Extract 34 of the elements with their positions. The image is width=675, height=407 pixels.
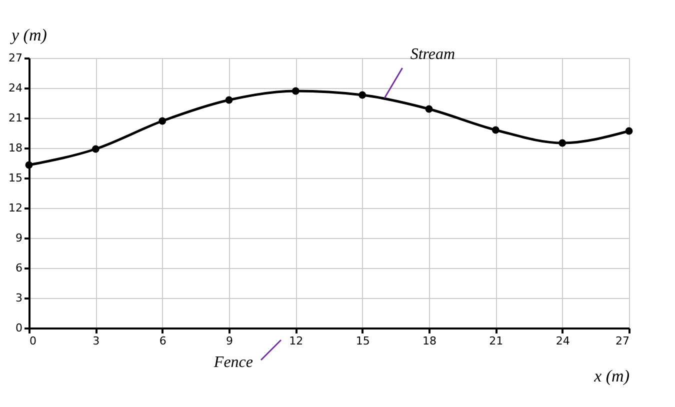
x-tick-label: 6 [159, 334, 166, 348]
x-tick-label: 18 [422, 334, 436, 348]
y-tick-label: 9 [16, 232, 22, 244]
x-tick-label: 12 [289, 334, 304, 348]
x-axis-title: x (m) [593, 366, 630, 386]
y-tick-label: 27 [8, 52, 22, 64]
y-tick-label: 12 [8, 202, 22, 214]
y-tick-label: 3 [16, 292, 22, 304]
x-tick-label: 15 [356, 334, 370, 348]
x-tick-label: 21 [489, 334, 504, 348]
point [92, 145, 100, 153]
y-tick-label: 0 [16, 322, 22, 334]
x-tick-label: 24 [556, 334, 570, 348]
point [25, 161, 33, 169]
annotation: Stream [410, 46, 456, 63]
point [225, 96, 233, 104]
x-tick-label: 0 [30, 334, 36, 348]
y-tick-label: 6 [16, 262, 22, 274]
y-tick-label: 21 [8, 112, 22, 124]
point [558, 139, 566, 147]
x-tick-label: 9 [226, 334, 233, 348]
point [158, 117, 166, 125]
x-tick-label: 3 [92, 334, 100, 348]
point [358, 91, 366, 99]
point [492, 126, 500, 134]
x-tick-label: 27 [616, 334, 630, 348]
point [292, 87, 300, 95]
y-tick-label: 18 [8, 142, 22, 154]
y-axis-title: y (m) [10, 26, 48, 44]
y-tick-label: 15 [8, 172, 22, 184]
point [425, 105, 433, 113]
text: Fence [212, 354, 253, 371]
y-tick-label: 24 [8, 82, 22, 94]
point [625, 127, 633, 135]
